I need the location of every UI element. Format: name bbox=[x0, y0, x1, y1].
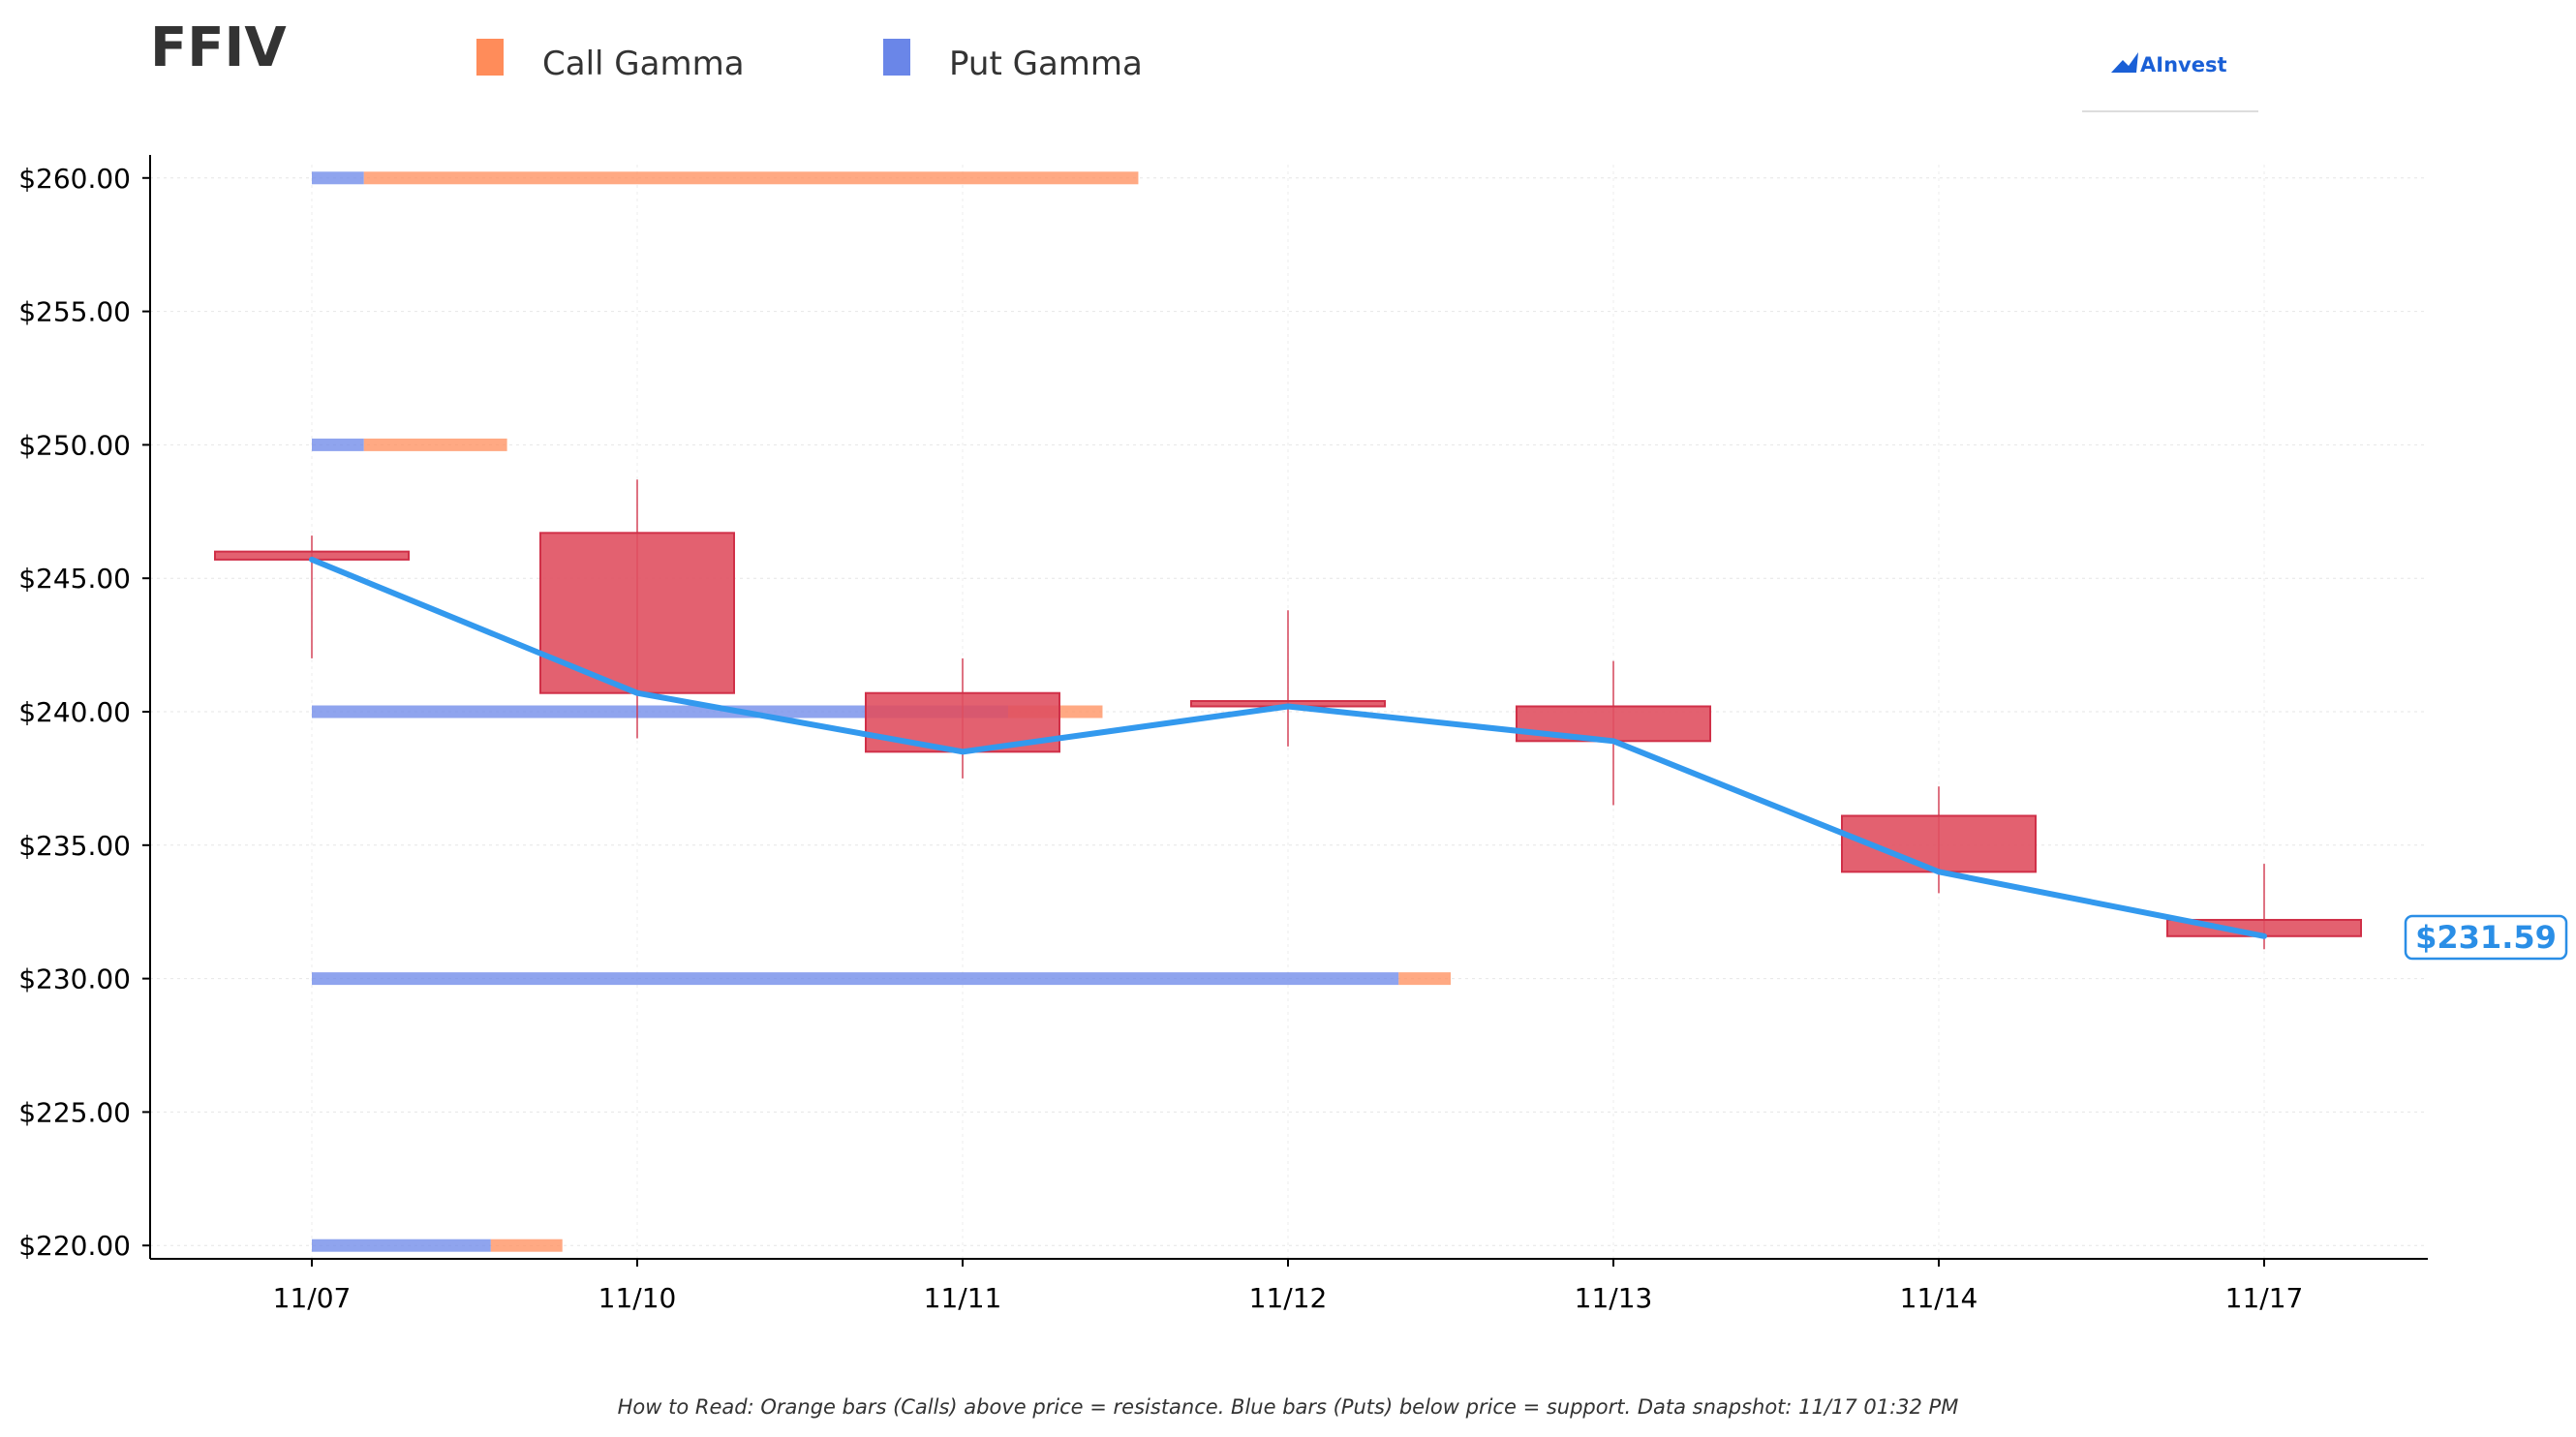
put-gamma-bar bbox=[312, 171, 364, 185]
brand-logo: AInvest bbox=[2082, 52, 2258, 112]
y-tick-label: $220.00 bbox=[18, 1230, 131, 1262]
candle-body bbox=[539, 532, 735, 694]
y-tick-label: $225.00 bbox=[18, 1096, 131, 1128]
legend-call-swatch bbox=[476, 39, 504, 76]
logo-chart-icon bbox=[2111, 52, 2138, 73]
x-tick-label: 11/07 bbox=[273, 1282, 352, 1314]
close-price-line bbox=[309, 556, 2267, 939]
current-price-label: $231.59 bbox=[2415, 919, 2557, 956]
close-price-polyline bbox=[309, 556, 2267, 939]
y-tick-label: $240.00 bbox=[18, 696, 131, 728]
x-tick-label: 11/12 bbox=[1249, 1282, 1328, 1314]
x-tick-label: 11/13 bbox=[1575, 1282, 1653, 1314]
gamma-bars bbox=[312, 171, 1451, 1252]
ticker-title: FFIV bbox=[150, 16, 287, 79]
how-to-read-note: How to Read: Orange bars (Calls) above p… bbox=[618, 1395, 1959, 1419]
put-gamma-bar bbox=[312, 972, 1399, 986]
y-tick-label: $245.00 bbox=[18, 563, 131, 595]
call-gamma-bar bbox=[1398, 972, 1451, 986]
y-tick-label: $260.00 bbox=[18, 163, 131, 195]
legend-call-label: Call Gamma bbox=[542, 45, 745, 83]
x-tick-label: 11/10 bbox=[598, 1282, 677, 1314]
logo-text: AInvest bbox=[2140, 53, 2227, 76]
x-tick-label: 11/14 bbox=[1900, 1282, 1978, 1314]
legend: Call Gamma Put Gamma bbox=[476, 39, 1143, 83]
current-price-box bbox=[2404, 914, 2568, 961]
call-gamma-bar bbox=[363, 171, 1139, 185]
x-tick-label: 11/11 bbox=[924, 1282, 1002, 1314]
legend-put-swatch bbox=[883, 39, 910, 76]
legend-put-label: Put Gamma bbox=[949, 45, 1143, 83]
current-price-badge: $231.59 bbox=[2404, 914, 2568, 961]
put-gamma-bar bbox=[312, 1238, 491, 1252]
axes: $220.00 $225.00 $230.00 $235.00 $240.00 $245.… bbox=[18, 155, 2428, 1314]
y-tick-label: $255.00 bbox=[18, 296, 131, 328]
put-gamma-bar bbox=[312, 705, 1009, 718]
call-gamma-bar bbox=[490, 1238, 563, 1252]
y-tick-label: $230.00 bbox=[18, 963, 131, 995]
call-gamma-bar bbox=[363, 438, 507, 451]
y-tick-label: $235.00 bbox=[18, 830, 131, 862]
y-tick-label: $250.00 bbox=[18, 429, 131, 461]
put-gamma-bar bbox=[312, 438, 364, 451]
x-tick-label: 11/17 bbox=[2225, 1282, 2304, 1314]
